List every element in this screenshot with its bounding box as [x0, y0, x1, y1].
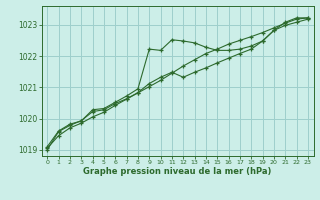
X-axis label: Graphe pression niveau de la mer (hPa): Graphe pression niveau de la mer (hPa) — [84, 167, 272, 176]
